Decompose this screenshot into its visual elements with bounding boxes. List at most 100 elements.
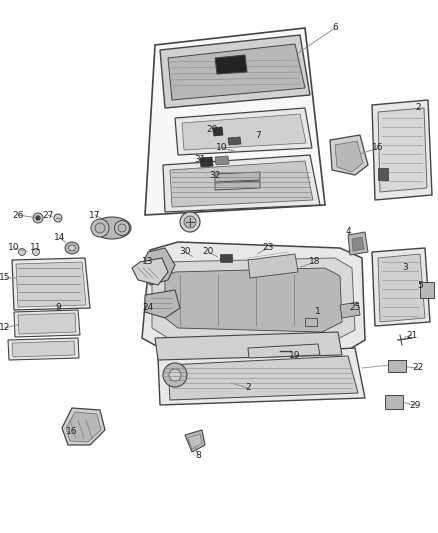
- Circle shape: [35, 215, 40, 221]
- Text: 19: 19: [289, 351, 301, 359]
- Text: 18: 18: [309, 257, 321, 266]
- Polygon shape: [182, 114, 306, 150]
- Text: 21: 21: [406, 330, 418, 340]
- Polygon shape: [215, 172, 260, 182]
- Text: 7: 7: [255, 132, 261, 141]
- Bar: [385, 395, 403, 409]
- Text: 26: 26: [12, 211, 24, 220]
- Circle shape: [18, 248, 25, 255]
- Polygon shape: [378, 254, 425, 322]
- Text: 20: 20: [202, 247, 214, 256]
- Text: 3: 3: [402, 263, 408, 272]
- Polygon shape: [200, 157, 213, 167]
- Text: 1: 1: [315, 308, 321, 317]
- Polygon shape: [165, 268, 342, 332]
- Polygon shape: [145, 28, 325, 215]
- Polygon shape: [12, 341, 75, 357]
- Polygon shape: [188, 434, 202, 449]
- Polygon shape: [168, 44, 305, 100]
- Text: 10: 10: [216, 143, 228, 152]
- Bar: [420, 282, 434, 298]
- Polygon shape: [155, 332, 342, 360]
- Ellipse shape: [95, 223, 105, 233]
- Ellipse shape: [65, 242, 79, 254]
- Polygon shape: [248, 254, 298, 278]
- Circle shape: [180, 212, 200, 232]
- Circle shape: [32, 248, 39, 255]
- Text: 10: 10: [8, 244, 20, 253]
- Text: 16: 16: [66, 427, 78, 437]
- Polygon shape: [175, 108, 312, 155]
- Polygon shape: [18, 313, 76, 334]
- Bar: [305, 318, 317, 326]
- Ellipse shape: [91, 219, 109, 237]
- Polygon shape: [168, 356, 358, 400]
- Polygon shape: [215, 55, 247, 74]
- Polygon shape: [372, 248, 430, 326]
- Polygon shape: [142, 242, 365, 355]
- Text: 2: 2: [415, 103, 421, 112]
- Polygon shape: [12, 258, 90, 310]
- Circle shape: [184, 216, 196, 228]
- Polygon shape: [160, 35, 310, 108]
- Polygon shape: [340, 302, 360, 318]
- Polygon shape: [215, 181, 260, 190]
- Bar: [388, 360, 406, 372]
- Polygon shape: [62, 408, 105, 445]
- Bar: [378, 168, 388, 180]
- Polygon shape: [352, 237, 364, 251]
- Polygon shape: [348, 232, 368, 255]
- Text: 5: 5: [417, 280, 423, 289]
- Text: 13: 13: [142, 257, 154, 266]
- Ellipse shape: [93, 217, 131, 239]
- Polygon shape: [158, 348, 365, 405]
- Circle shape: [169, 369, 181, 381]
- Polygon shape: [248, 344, 320, 358]
- Polygon shape: [16, 262, 86, 307]
- Polygon shape: [185, 430, 205, 452]
- Text: 11: 11: [30, 244, 42, 253]
- Circle shape: [33, 213, 43, 223]
- Polygon shape: [132, 258, 168, 285]
- Ellipse shape: [68, 245, 75, 251]
- Text: 12: 12: [0, 324, 11, 333]
- Polygon shape: [152, 258, 355, 342]
- Polygon shape: [170, 161, 313, 207]
- Text: 14: 14: [54, 233, 66, 243]
- Polygon shape: [66, 412, 101, 442]
- Polygon shape: [215, 156, 229, 165]
- Text: 16: 16: [372, 143, 384, 152]
- Polygon shape: [213, 127, 223, 136]
- Polygon shape: [145, 290, 180, 318]
- Bar: [220, 254, 232, 262]
- Text: 24: 24: [142, 303, 154, 312]
- Text: 27: 27: [42, 211, 54, 220]
- Text: 2: 2: [245, 384, 251, 392]
- Text: 25: 25: [350, 303, 360, 312]
- Polygon shape: [8, 338, 79, 360]
- Text: 30: 30: [179, 247, 191, 256]
- Polygon shape: [330, 135, 368, 175]
- Ellipse shape: [114, 221, 130, 236]
- Text: 22: 22: [412, 364, 424, 373]
- Polygon shape: [163, 155, 320, 212]
- Circle shape: [54, 214, 62, 222]
- Text: 32: 32: [209, 171, 221, 180]
- Ellipse shape: [118, 224, 126, 232]
- Text: 9: 9: [55, 303, 61, 312]
- Text: 8: 8: [195, 450, 201, 459]
- Polygon shape: [335, 141, 363, 172]
- Text: 6: 6: [332, 23, 338, 33]
- Text: 23: 23: [262, 244, 274, 253]
- Text: 17: 17: [89, 211, 101, 220]
- Text: 31: 31: [194, 156, 206, 165]
- Text: 4: 4: [345, 228, 351, 237]
- Polygon shape: [372, 100, 432, 200]
- Polygon shape: [140, 248, 175, 285]
- Text: 29: 29: [410, 400, 420, 409]
- Polygon shape: [378, 108, 427, 192]
- Circle shape: [163, 363, 187, 387]
- Polygon shape: [228, 137, 241, 145]
- Text: 20: 20: [206, 125, 218, 134]
- Text: 15: 15: [0, 273, 11, 282]
